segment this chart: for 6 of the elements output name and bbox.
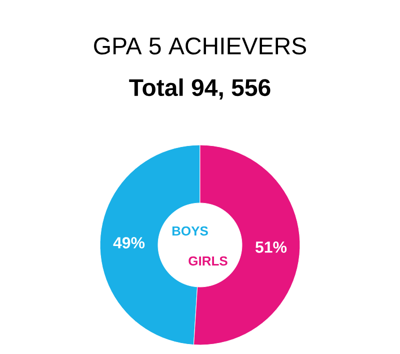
chart-title: GPA 5 ACHIEVERS [94,38,306,54]
slice-label: GIRLS [188,256,228,266]
slice-label: BOYS [172,226,208,236]
data-label: 49% [113,237,145,248]
data-label: 51% [255,242,287,253]
chart-subtitle: Total 94, 556 [129,78,270,100]
